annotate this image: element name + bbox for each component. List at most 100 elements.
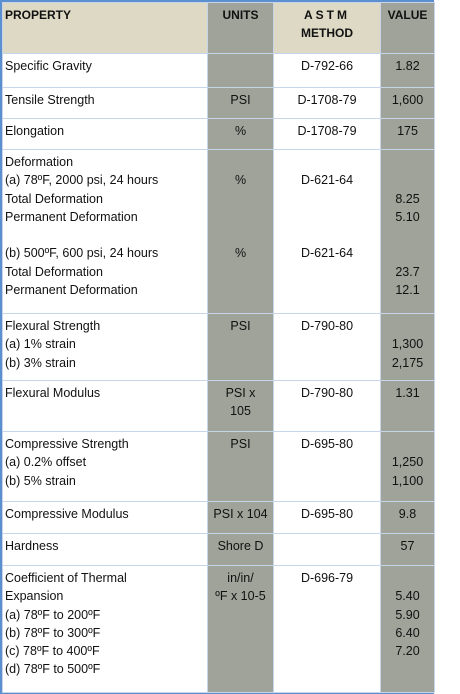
units-cell: PSI — [207, 313, 274, 381]
units-text: % — [234, 124, 247, 138]
cell-line — [210, 153, 271, 171]
cell-line — [210, 281, 271, 299]
property-text: (a) 1% strain — [5, 337, 76, 352]
units-text: PSI x 104 — [213, 507, 268, 521]
line-group: D-695-80 — [276, 505, 378, 523]
value-cell: 1.82 — [380, 53, 435, 88]
property-cell: Specific Gravity — [2, 53, 208, 88]
cell-line — [5, 402, 205, 420]
value-cell: 5.40 5.90 6.40 7.20 — [380, 565, 435, 693]
line-group: D-621-64 — [276, 153, 378, 226]
cell-line — [383, 435, 432, 453]
line-group: 1.31 — [383, 384, 432, 421]
cell-line — [276, 335, 378, 353]
astm-text: D-621-64 — [300, 246, 354, 261]
property-cell: Flexural Modulus — [2, 380, 208, 432]
units-cell: PSI — [207, 431, 274, 502]
table-row: Elongation% D-1708-79 175 — [2, 118, 435, 150]
table-row: Compressive Modulus PSI x 104 D-695-80 9.8 — [2, 501, 435, 534]
units-text: in/in/ — [227, 571, 254, 585]
line-group: 57 — [383, 537, 432, 555]
property-text: PROPERTY — [5, 8, 72, 22]
cell-line — [210, 335, 271, 353]
astm-text: D-695-80 — [300, 437, 354, 451]
property-text: Compressive Modulus — [5, 507, 129, 521]
units-cell: %% — [207, 149, 274, 314]
value-text: 1.31 — [395, 386, 420, 400]
cell-line — [276, 587, 378, 605]
property-text: Tensile Strength — [5, 93, 95, 107]
property-cell: Elongation — [2, 118, 208, 150]
line-group: % — [210, 153, 271, 226]
property-text: (a) 78ºF, 2000 psi, 24 hours — [5, 173, 159, 188]
cell-line — [276, 624, 378, 642]
line-group: in/in/ºF x 10-5 — [210, 569, 271, 679]
line-group — [210, 57, 271, 75]
cell-line — [210, 190, 271, 208]
line-group: Hardness — [5, 537, 205, 555]
line-group: D-790-80 — [276, 317, 378, 372]
line-group: Elongation — [5, 122, 205, 140]
units-text: ºF x 10-5 — [215, 589, 266, 604]
value-text: 12.1 — [395, 283, 420, 298]
property-text: (c) 78ºF to 400ºF — [5, 644, 100, 659]
cell-line — [210, 24, 271, 42]
value-cell: 1,250 1,100 — [380, 431, 435, 502]
line-group: 1,300 2,175 — [383, 317, 432, 372]
property-text: Permanent Deformation — [5, 209, 138, 224]
line-group: Flexural Strength (a) 1% strain (b) 3% str… — [5, 317, 205, 372]
astm-cell: D-695-80 — [273, 431, 381, 502]
cell-line — [276, 263, 378, 281]
cell-line — [210, 606, 271, 624]
property-header-cell: PROPERTY — [2, 2, 208, 54]
property-text: (a) 78ºF to 200ºF — [5, 607, 101, 622]
units-text: UNITS — [222, 8, 259, 22]
table-row: Hardness Shore D 57 — [2, 533, 435, 566]
line-group: D-695-80 — [276, 435, 378, 490]
property-text: Total Deformation — [5, 191, 103, 206]
property-text: Total Deformation — [5, 264, 103, 279]
cell-line — [276, 472, 378, 490]
units-text: 105 — [230, 404, 251, 419]
table-row: Coefficient of Thermal Expansion (a) 78ºF … — [2, 565, 435, 693]
table-row: Deformation (a) 78ºF, 2000 psi, 24 hours T… — [2, 149, 435, 314]
value-cell: 1.31 — [380, 380, 435, 432]
cell-line — [276, 281, 378, 299]
value-cell: 1,300 2,175 — [380, 313, 435, 381]
value-text: 23.7 — [395, 264, 420, 279]
property-text: Specific Gravity — [5, 59, 92, 73]
value-text: 5.10 — [395, 209, 420, 224]
value-cell: 57 — [380, 533, 435, 566]
cell-line — [276, 354, 378, 372]
cell-line — [210, 642, 271, 660]
astm-cell: D-792-66 — [273, 53, 381, 88]
table-header: PROPERTY UNITS ASTM METHOD VALUE — [2, 2, 435, 54]
units-text: PSI — [230, 437, 251, 451]
table-row: Tensile Strength PSI D-1708-79 1,600 — [2, 87, 435, 119]
value-cell: 8.25 5.10 23.7 12.1 — [380, 149, 435, 314]
cell-line — [210, 57, 271, 75]
property-text: Elongation — [5, 124, 65, 138]
value-text: 7.20 — [395, 644, 420, 659]
value-cell: 1,600 — [380, 87, 435, 119]
units-text: Shore D — [217, 539, 264, 553]
line-group: PSI x 105 — [210, 384, 271, 421]
line-group: Compressive Strength (a) 0.2% offset (b) 5… — [5, 435, 205, 490]
line-group: D-1708-79 — [276, 122, 378, 140]
cell-line — [383, 660, 432, 678]
astm-text: D-792-66 — [300, 59, 354, 73]
property-cell: Compressive Modulus — [2, 501, 208, 534]
properties-table-frame: PROPERTY UNITS ASTM METHOD VALUE Specific Gr… — [0, 0, 435, 694]
cell-line — [276, 190, 378, 208]
property-text: Compressive Strength — [5, 437, 129, 451]
astm-text: D-1708-79 — [297, 93, 357, 107]
line-group: Flexural Modulus — [5, 384, 205, 421]
line-group: Coefficient of Thermal Expansion (a) 78ºF … — [5, 569, 205, 679]
cell-line — [383, 402, 432, 420]
property-text: Deformation — [5, 155, 74, 169]
property-cell: Flexural Strength (a) 1% strain (b) 3% str… — [2, 313, 208, 381]
line-group: PSI — [210, 91, 271, 109]
astm-text: D-790-80 — [300, 386, 354, 400]
cell-line — [276, 208, 378, 226]
cell-line — [210, 354, 271, 372]
